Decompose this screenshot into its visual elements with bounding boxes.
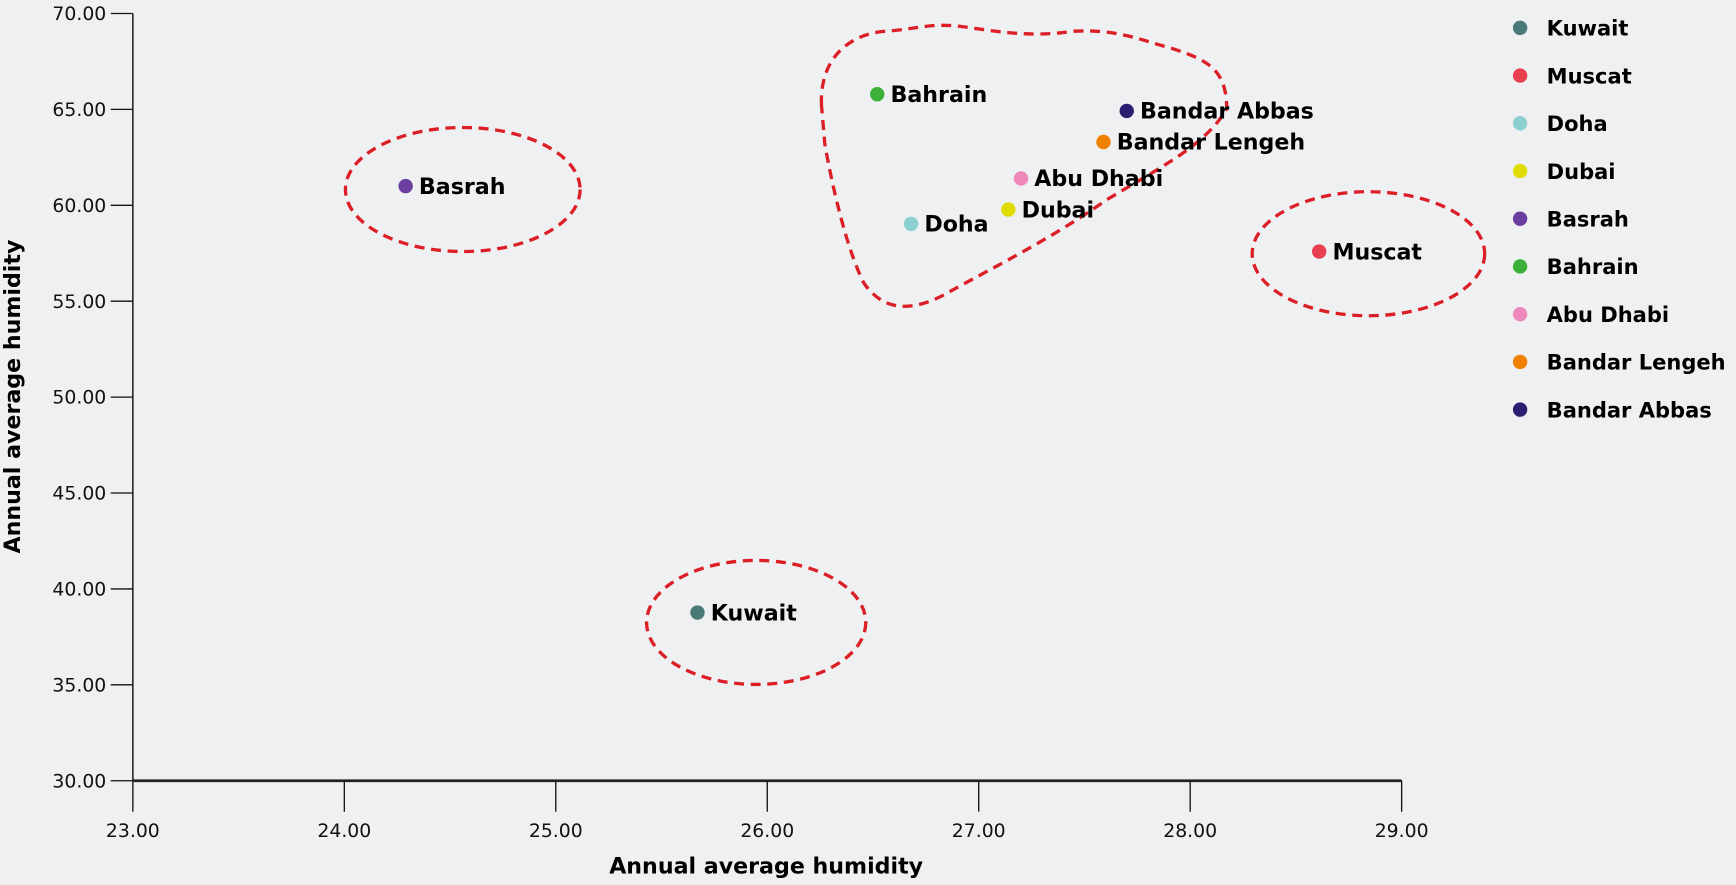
axes: 23.00 24.00 25.00 26.00 27.00 28.00 29.00 30.00… [52, 4, 1428, 842]
annotation-basrah [343, 125, 582, 254]
point-label-bahrain: Bahrain [890, 82, 987, 108]
y-tick-label: 50.00 [52, 388, 106, 409]
point-label-kuwait: Kuwait [711, 600, 797, 626]
point-doha [903, 216, 919, 232]
y-tick-label: 45.00 [52, 484, 106, 505]
annotation-gulf-cluster [819, 23, 1229, 308]
y-tick-label: 35.00 [52, 675, 106, 696]
annotation-muscat [1250, 190, 1487, 318]
point-label-abu-dhabi: Abu Dhabi [1034, 166, 1163, 192]
x-tick-label: 27.00 [952, 821, 1006, 842]
legend-label-abu-dhabi: Abu Dhabi [1547, 302, 1669, 327]
legend-marker-dubai [1512, 163, 1528, 179]
legend-label-bandar-lengeh: Bandar Lengeh [1547, 350, 1726, 375]
legend-marker-bahrain [1512, 259, 1528, 274]
x-tick-label: 28.00 [1163, 821, 1217, 842]
legend-marker-kuwait [1512, 20, 1528, 36]
y-tick-label: 60.00 [52, 196, 106, 217]
y-tick-label: 70.00 [52, 4, 106, 25]
legend-label-muscat: Muscat [1547, 63, 1632, 88]
y-tick-label: 65.00 [52, 100, 106, 121]
legend: Kuwait Muscat Doha Dubai Basrah Bahrain Abu Dh… [1512, 16, 1726, 422]
legend-marker-muscat [1512, 68, 1528, 83]
point-label-dubai: Dubai [1022, 197, 1094, 223]
legend-label-dubai: Dubai [1547, 159, 1616, 184]
point-kuwait [690, 605, 705, 620]
point-muscat [1311, 244, 1327, 259]
legend-label-basrah: Basrah [1547, 206, 1629, 231]
x-axis-title: Annual average humidity [609, 854, 923, 880]
y-axis-title: Annual average humidity [0, 239, 26, 553]
y-tick-label: 30.00 [52, 771, 106, 792]
annotation-kuwait [644, 558, 868, 687]
y-tick-label: 55.00 [52, 292, 106, 313]
legend-marker-doha [1512, 116, 1528, 131]
x-tick-label: 26.00 [740, 821, 794, 842]
legend-marker-basrah [1512, 211, 1528, 226]
legend-label-bandar-abbas: Bandar Abbas [1547, 397, 1712, 422]
point-basrah [398, 178, 413, 194]
legend-marker-abu-dhabi [1512, 306, 1528, 322]
legend-marker-bandar-abbas [1512, 402, 1528, 417]
point-label-bandar-abbas: Bandar Abbas [1140, 99, 1314, 125]
x-tick-label: 23.00 [106, 821, 160, 842]
point-dubai [1001, 202, 1016, 217]
point-bandar-abbas [1119, 103, 1134, 119]
point-bahrain [870, 87, 885, 102]
x-tick-label: 24.00 [317, 821, 371, 842]
legend-label-kuwait: Kuwait [1547, 16, 1629, 41]
y-tick-label: 40.00 [52, 580, 106, 601]
point-label-basrah: Basrah [419, 174, 506, 200]
point-label-bandar-lengeh: Bandar Lengeh [1117, 130, 1305, 156]
annotations [343, 23, 1487, 687]
data-points: Kuwait Muscat Doha Dubai Basrah Bahrain Abu Dh… [398, 82, 1422, 626]
point-label-muscat: Muscat [1332, 239, 1422, 265]
x-tick-label: 25.00 [529, 821, 583, 842]
x-tick-label: 29.00 [1375, 821, 1429, 842]
point-abu-dhabi [1013, 171, 1029, 186]
point-label-doha: Doha [924, 212, 988, 238]
legend-marker-bandar-lengeh [1512, 354, 1528, 370]
point-bandar-lengeh [1096, 134, 1111, 150]
legend-label-doha: Doha [1547, 111, 1608, 136]
legend-label-bahrain: Bahrain [1547, 254, 1639, 279]
